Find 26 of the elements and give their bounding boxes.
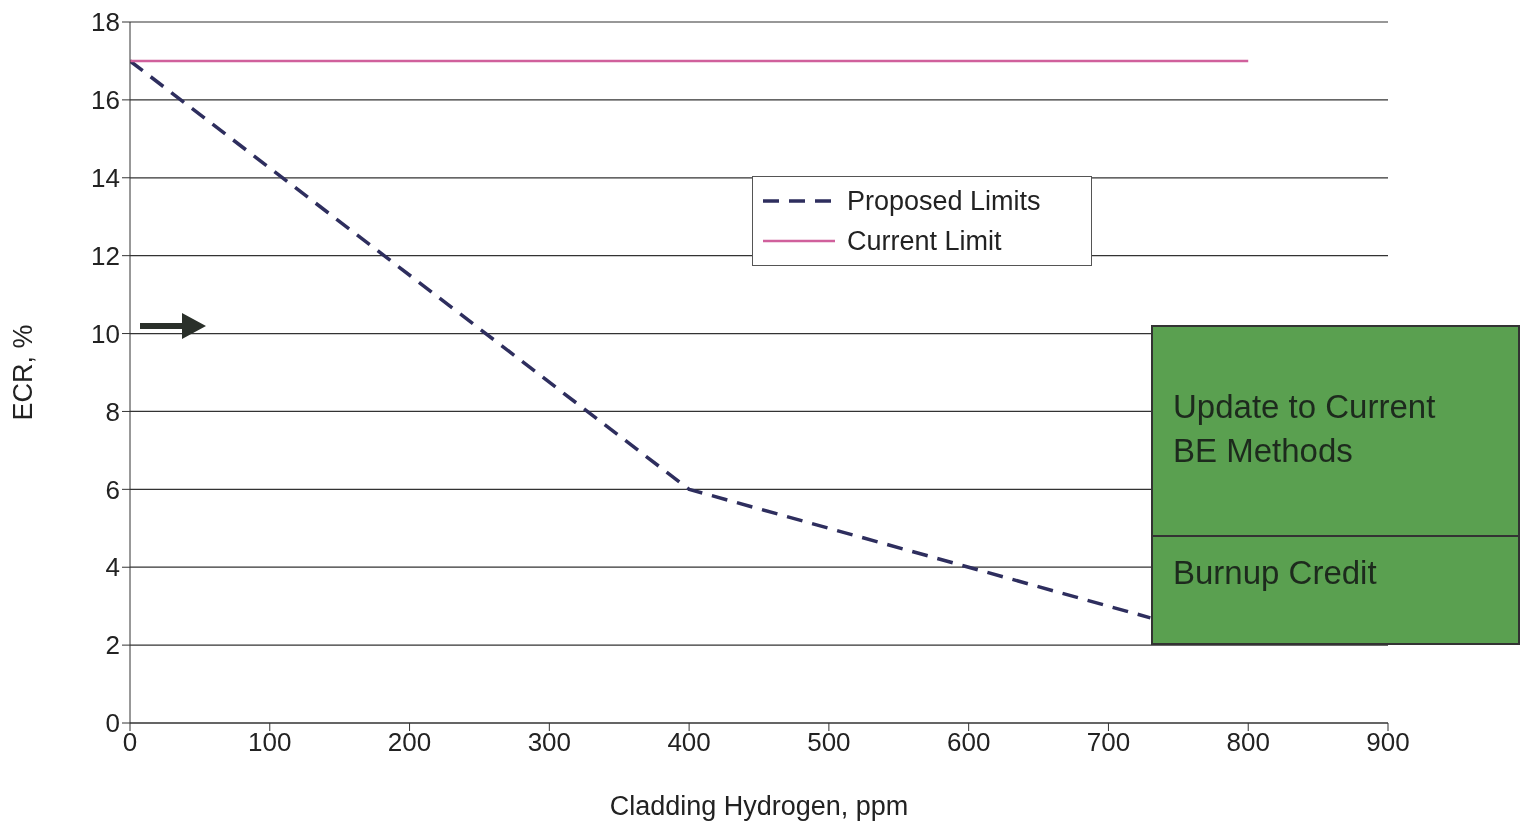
x-tick-label: 400 — [667, 727, 711, 758]
x-tick-label: 900 — [1366, 727, 1410, 758]
x-tick-label: 700 — [1086, 727, 1131, 758]
legend-label: Current Limit — [847, 225, 1002, 257]
x-tick-label: 500 — [807, 727, 851, 758]
y-tick-label: 8 — [105, 396, 120, 427]
x-tick-label: 800 — [1226, 727, 1270, 758]
y-tick-label: 16 — [91, 85, 120, 116]
x-tick-label: 100 — [248, 727, 292, 758]
y-axis-title: ECR, % — [7, 324, 38, 421]
y-tick-label: 18 — [91, 7, 120, 38]
x-axis-title: Cladding Hydrogen, ppm — [609, 791, 909, 821]
annotation: Update to Current BE Methods — [1172, 387, 1437, 471]
legend-label: Proposed Limits — [847, 185, 1041, 217]
x-tick-label: 300 — [527, 727, 572, 758]
y-tick-label: 0 — [105, 708, 120, 739]
y-tick-label: 14 — [91, 163, 120, 194]
y-tick-label: 12 — [91, 240, 120, 271]
note-panel: Update to Current BE Methods Burnup Credit — [1151, 325, 1520, 645]
y-tick-label: 6 — [105, 474, 120, 505]
y-tick-label: 10 — [91, 318, 120, 349]
y-tick-label: 2 — [105, 630, 120, 661]
annotation: Burnup Credit — [1153, 535, 1518, 643]
x-tick-label: 600 — [946, 727, 991, 758]
x-tick-label: 200 — [387, 727, 432, 758]
y-tick-label: 4 — [105, 552, 120, 583]
